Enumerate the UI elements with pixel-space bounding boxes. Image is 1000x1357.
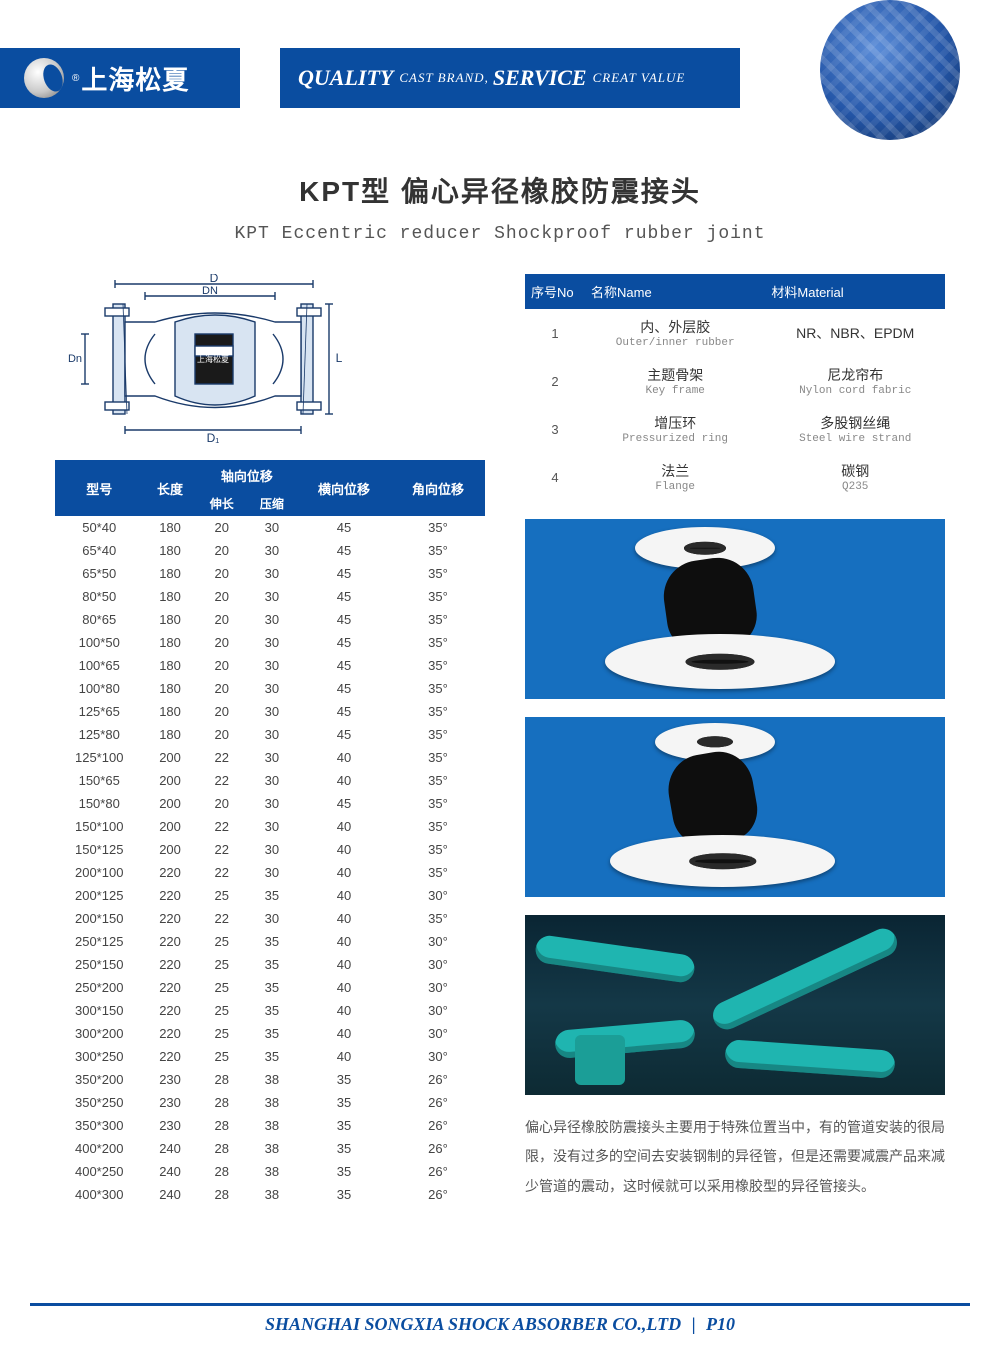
table-row: 300*15022025354030° — [55, 999, 485, 1022]
page-footer: SHANGHAI SONGXIA SHOCK ABSORBER CO.,LTD … — [0, 1303, 1000, 1335]
table-row: 250*15022025354030° — [55, 953, 485, 976]
materials-table: 序号No 名称Name 材料Material 1内、外层胶Outer/inner… — [525, 274, 945, 501]
header-bar: ® 上海松夏 QUALITY CAST BRAND, SERVICE CREAT… — [0, 48, 1000, 108]
product-photo-1 — [525, 519, 945, 699]
table-row: 300*20022025354030° — [55, 1022, 485, 1045]
table-row: 80*5018020304535° — [55, 585, 485, 608]
left-column: D DN — [55, 274, 485, 1206]
description-text: 偏心异径橡胶防震接头主要用于特殊位置当中，有的管道安装的很局限，没有过多的空间去… — [525, 1113, 945, 1201]
table-row: 65*4018020304535° — [55, 539, 485, 562]
slogan: QUALITY CAST BRAND, SERVICE CREAT VALUE — [280, 48, 740, 108]
table-row: 65*5018020304535° — [55, 562, 485, 585]
footer-divider — [30, 1303, 970, 1306]
svg-text:D: D — [210, 274, 219, 285]
right-column: 序号No 名称Name 材料Material 1内、外层胶Outer/inner… — [525, 274, 945, 1206]
table-row: 1内、外层胶Outer/inner rubberNR、NBR、EPDM — [525, 309, 945, 357]
footer-page: P10 — [706, 1314, 735, 1334]
table-row: 200*10022022304035° — [55, 861, 485, 884]
spec-table-body: 50*4018020304535°65*4018020304535°65*501… — [55, 516, 485, 1206]
technical-diagram: D DN — [65, 274, 345, 444]
footer-company: SHANGHAI SONGXIA SHOCK ABSORBER CO.,LTD — [265, 1314, 681, 1334]
title-english: KPT Eccentric reducer Shockproof rubber … — [0, 224, 1000, 244]
table-row: 350*20023028383526° — [55, 1068, 485, 1091]
brand-logo: ® 上海松夏 — [10, 48, 240, 108]
table-row: 100*6518020304535° — [55, 654, 485, 677]
table-row: 100*5018020304535° — [55, 631, 485, 654]
table-row: 4法兰Flange碳钢Q235 — [525, 453, 945, 501]
content-area: D DN — [0, 244, 1000, 1206]
table-row: 100*8018020304535° — [55, 677, 485, 700]
registered-mark: ® — [72, 73, 79, 84]
mat-col-no: 序号No — [525, 274, 585, 309]
installation-photo — [525, 915, 945, 1095]
table-row: 150*8020020304535° — [55, 792, 485, 815]
table-row: 300*25022025354030° — [55, 1045, 485, 1068]
svg-text:D₁: D₁ — [207, 431, 220, 444]
table-row: 50*4018020304535° — [55, 516, 485, 539]
col-extend: 伸长 — [197, 491, 247, 516]
spec-table-head: 型号 长度 轴向位移 横向位移 角向位移 伸长 压缩 — [55, 460, 485, 516]
table-row: 250*20022025354030° — [55, 976, 485, 999]
col-compress: 压缩 — [247, 491, 297, 516]
col-angular: 角向位移 — [391, 460, 485, 516]
logo-mark-icon — [24, 58, 64, 98]
col-model: 型号 — [55, 460, 143, 516]
footer-separator: | — [692, 1314, 696, 1334]
table-row: 125*8018020304535° — [55, 723, 485, 746]
table-row: 3增压环Pressurized ring多股钢丝绳Steel wire stra… — [525, 405, 945, 453]
table-row: 80*6518020304535° — [55, 608, 485, 631]
table-row: 400*20024028383526° — [55, 1137, 485, 1160]
col-length: 长度 — [143, 460, 196, 516]
table-row: 400*25024028383526° — [55, 1160, 485, 1183]
table-row: 150*12520022304035° — [55, 838, 485, 861]
table-row: 2主题骨架Key frame尼龙帘布Nylon cord fabric — [525, 357, 945, 405]
table-row: 200*15022022304035° — [55, 907, 485, 930]
title-chinese: KPT型 偏心异径橡胶防震接头 — [0, 170, 1000, 210]
mat-col-name: 名称Name — [585, 274, 765, 309]
spec-table: 型号 长度 轴向位移 横向位移 角向位移 伸长 压缩 50*4018020304… — [55, 460, 485, 1206]
materials-body: 1内、外层胶Outer/inner rubberNR、NBR、EPDM2主题骨架… — [525, 309, 945, 501]
footer-text: SHANGHAI SONGXIA SHOCK ABSORBER CO.,LTD … — [0, 1314, 1000, 1335]
mat-col-material: 材料Material — [765, 274, 945, 309]
page-header: ® 上海松夏 QUALITY CAST BRAND, SERVICE CREAT… — [0, 0, 1000, 130]
svg-text:DN: DN — [202, 285, 218, 297]
brand-name: 上海松夏 — [81, 60, 189, 97]
svg-text:上海松夏: 上海松夏 — [197, 354, 229, 364]
product-photo-2 — [525, 717, 945, 897]
title-block: KPT型 偏心异径橡胶防震接头 KPT Eccentric reducer Sh… — [0, 170, 1000, 244]
table-row: 150*6520022304035° — [55, 769, 485, 792]
table-row: 150*10020022304035° — [55, 815, 485, 838]
accent-stripe — [0, 48, 10, 108]
svg-text:L: L — [336, 351, 343, 365]
col-axial: 轴向位移 — [197, 460, 297, 491]
table-row: 350*30023028383526° — [55, 1114, 485, 1137]
table-row: 350*25023028383526° — [55, 1091, 485, 1114]
table-row: 400*30024028383526° — [55, 1183, 485, 1206]
table-row: 250*12522025354030° — [55, 930, 485, 953]
table-row: 200*12522025354030° — [55, 884, 485, 907]
table-row: 125*10020022304035° — [55, 746, 485, 769]
table-row: 125*6518020304535° — [55, 700, 485, 723]
svg-text:Dn: Dn — [68, 353, 82, 365]
col-lateral: 横向位移 — [297, 460, 391, 516]
